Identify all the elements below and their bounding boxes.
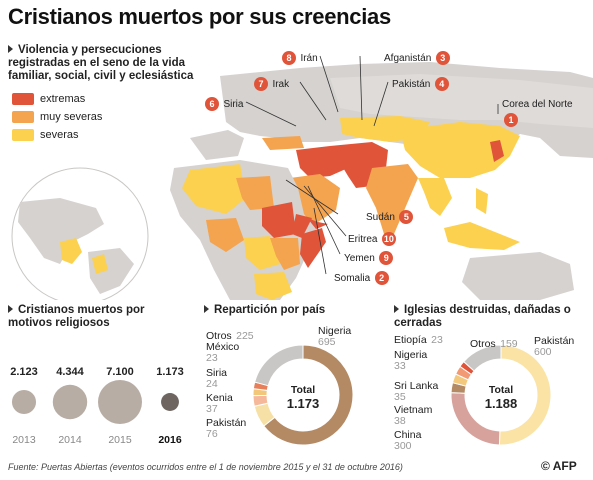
country-label-afganistan: Afganistán 3 [384, 48, 450, 66]
triangle-bullet-icon [8, 45, 13, 53]
slice-label-sri-lanka: Sri Lanka 35 [394, 380, 439, 403]
slice-label-nigeria: Nigeria 695 [318, 325, 352, 348]
deaths-bubbles [11, 380, 179, 424]
deaths-year-2015: 2015 [108, 434, 132, 446]
country-label-corea-del-norte: Corea del Norte [502, 99, 573, 110]
country-label-siria: 6 Siria [205, 94, 243, 112]
slice-label-etiopia: Etiopía 23 [394, 334, 443, 346]
deaths-year-2014: 2014 [58, 434, 82, 446]
country-label-irak: 7 Irak [254, 74, 289, 92]
legend-label-muy-severas: muy severas [40, 111, 103, 123]
legend-heading: Violencia y persecuciones registradas en… [8, 44, 194, 82]
deaths-value-2014: 4.344 [56, 366, 84, 378]
churches-slice-otros [463, 344, 502, 372]
deaths-value-2016: 1.173 [156, 366, 184, 378]
by-country-slice-otros [254, 344, 304, 387]
deaths-year-2016: 2016 [158, 434, 182, 446]
triangle-bullet-icon [394, 305, 399, 313]
deaths-section-title: Cristianos muertos por motivos religioso… [8, 304, 145, 329]
bubble-2015 [98, 380, 142, 424]
callout-lines [245, 55, 499, 275]
slice-label-siria: Siria 24 [206, 367, 228, 390]
country-label-pakistan: Pakistán 4 [392, 74, 449, 92]
legend-swatch-severas [12, 129, 34, 141]
by-country-donut [252, 344, 354, 446]
legend-swatch-muy-severas [12, 111, 34, 123]
churches-total: Total 1.188 [484, 384, 518, 411]
country-label-iran: 8 Irán [282, 48, 318, 66]
source-note: Fuente: Puertas Abiertas (eventos ocurri… [8, 462, 403, 472]
by-country-total: Total 1.173 [286, 384, 320, 411]
afp-credit: © AFP [541, 459, 577, 473]
deaths-year-2013: 2013 [12, 434, 36, 446]
slice-label-pakistan-churches: Pakistán 600 [534, 335, 575, 358]
churches-donut [450, 344, 552, 446]
legend-swatch-extremas [12, 93, 34, 105]
bubble-2013 [11, 389, 37, 415]
slice-label-otros: Otros 225 [206, 330, 254, 342]
deaths-value-2015: 7.100 [106, 366, 134, 378]
country-label-eritrea: Eritrea 10 [348, 232, 396, 246]
country-label-yemen: Yemen 9 [344, 248, 394, 266]
deaths-value-2013: 2.123 [10, 366, 38, 378]
triangle-bullet-icon [204, 305, 209, 313]
page-title: Cristianos muertos por sus creencias [8, 4, 391, 29]
bubble-2016 [161, 393, 179, 411]
bubble-2014 [52, 384, 88, 420]
slice-label-mexico: México 23 [206, 341, 240, 364]
slice-label-otros-churches: Otros 159 [470, 338, 518, 350]
legend-label-extremas: extremas [40, 93, 86, 105]
churches-section-title: Iglesias destruidas, dañadas o cerradas [394, 304, 571, 329]
triangle-bullet-icon [8, 305, 13, 313]
country-label-sudan: Sudán 5 [366, 207, 414, 225]
slice-label-china: China 300 [394, 429, 422, 452]
legend-label-severas: severas [40, 129, 79, 141]
country-rank-corea-del-norte: 1 [504, 110, 518, 128]
country-label-somalia: Somalia 2 [334, 268, 389, 286]
slice-label-nigeria-churches: Nigeria 33 [394, 349, 428, 372]
slice-label-pakistan: Pakistán 76 [206, 417, 247, 440]
slice-label-vietnam: Vietnam 38 [394, 404, 433, 427]
by-country-slice-nigeria [263, 344, 354, 446]
by-country-section-title: Repartición por país [204, 304, 325, 317]
slice-label-kenia: Kenia 37 [206, 392, 233, 415]
world-map [0, 38, 593, 300]
